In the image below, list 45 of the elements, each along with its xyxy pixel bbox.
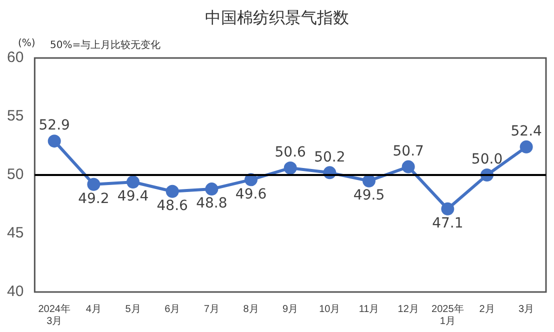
x-tick-label: 6月 — [164, 304, 180, 315]
x-tick-label: 8月 — [243, 304, 259, 315]
point — [87, 178, 100, 191]
data-label: 47.1 — [432, 216, 464, 232]
y-tick-label: 60 — [6, 49, 24, 66]
chart-title: 中国棉纺织景气指数 — [204, 8, 350, 29]
point — [126, 176, 140, 189]
data-label: 49.6 — [235, 186, 267, 202]
y-tick-label: 45 — [6, 224, 24, 242]
point — [362, 174, 376, 188]
point — [205, 182, 218, 196]
x-tick-label: 2025年 1月 — [432, 302, 464, 327]
y-tick-label: 40 — [6, 283, 24, 300]
data-label: 49.2 — [78, 191, 110, 207]
x-tick-label: 2月 — [479, 304, 495, 315]
point — [244, 173, 258, 186]
x-tick-label: 7月 — [204, 304, 220, 315]
x-tick-label: 12月 — [398, 304, 419, 315]
point — [402, 160, 415, 174]
data-label: 49.5 — [353, 187, 385, 204]
data-label: 50.6 — [274, 144, 306, 161]
x-tick-label: 5月 — [125, 304, 141, 315]
y-axis-title: (%) — [18, 38, 36, 49]
x-tick-label: 2024年 3月 — [38, 302, 70, 327]
point — [166, 184, 179, 198]
x-tick-label: 4月 — [86, 304, 102, 315]
x-tick-label: 3月 — [518, 304, 534, 315]
data-label: 50.7 — [392, 143, 424, 160]
data-label: 48.6 — [156, 198, 188, 214]
point — [520, 140, 533, 154]
data-label: 49.4 — [117, 188, 149, 205]
point — [441, 202, 454, 216]
data-label: 50.0 — [471, 152, 503, 168]
x-tick-label: 9月 — [282, 304, 298, 315]
x-tick-label: 10月 — [319, 304, 340, 315]
x-tick-label: 11月 — [358, 304, 380, 315]
text: 50%=与上月比较无变化 — [50, 38, 161, 52]
data-label: 48.8 — [196, 196, 228, 212]
y-tick-label: 55 — [6, 108, 24, 125]
y-tick-label: 50 — [6, 166, 24, 184]
point — [284, 161, 297, 174]
data-label: 52.4 — [510, 124, 542, 140]
data-label: 50.2 — [314, 149, 346, 166]
point — [48, 134, 61, 148]
data-label: 52.9 — [38, 118, 70, 134]
